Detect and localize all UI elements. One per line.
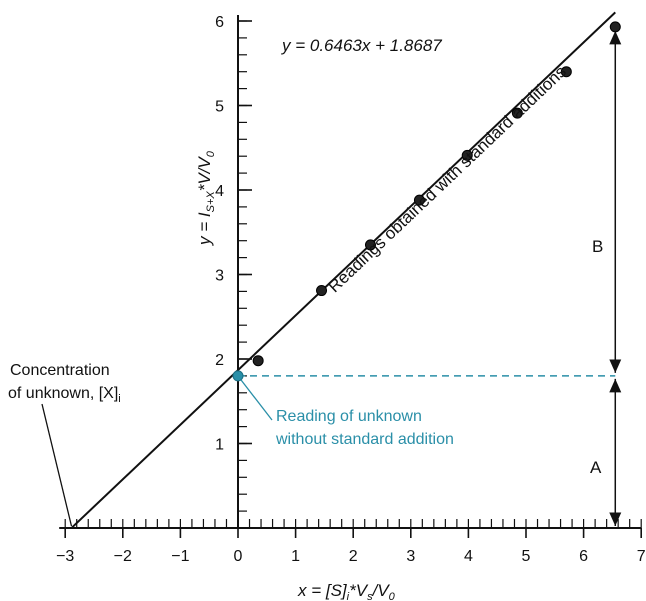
y-axis-title: y = IS+X*V/V0 — [195, 150, 217, 246]
data-point — [461, 149, 473, 161]
concentration-label-line-1: Concentration — [10, 362, 110, 379]
data-point — [511, 107, 523, 119]
fit-line-label: Readings obtained with standard addition… — [324, 62, 570, 296]
data-point — [609, 21, 621, 33]
concentration-label-pointer — [41, 403, 73, 527]
x-tick-label: 7 — [637, 548, 646, 565]
data-point — [413, 194, 425, 206]
y-tick-label: 6 — [215, 14, 224, 31]
x-tick-label: 2 — [349, 548, 358, 565]
y-ticks: 1 2 3 4 5 6 — [215, 14, 252, 454]
data-points — [252, 21, 621, 367]
x-axis-title: x = [S]i*Vs/V0 — [297, 581, 396, 601]
equation-label: y = 0.6463x + 1.8687 — [281, 36, 442, 55]
x-tick-label: 0 — [234, 548, 243, 565]
x-tick-label: 6 — [579, 548, 588, 565]
x-tick-label: −1 — [171, 548, 189, 565]
y-tick-label: 4 — [215, 183, 224, 200]
unknown-label-line-2: without standard addition — [275, 431, 454, 448]
fit-line — [70, 11, 616, 529]
x-tick-label: 3 — [406, 548, 415, 565]
x-tick-label: −3 — [56, 548, 74, 565]
x-ticks: −3 −2 −1 0 1 2 3 4 5 6 7 — [56, 528, 646, 565]
data-point — [364, 239, 376, 251]
x-tick-label: −2 — [114, 548, 132, 565]
segment-b-label: B — [592, 237, 603, 256]
unknown-label-pointer — [240, 379, 273, 421]
y-tick-label: 5 — [215, 99, 224, 116]
x-tick-label: 5 — [522, 548, 531, 565]
x-tick-label: 1 — [291, 548, 300, 565]
data-point — [316, 285, 328, 297]
unknown-reading-point — [232, 370, 244, 382]
segment-a-label: A — [590, 458, 602, 477]
x-tick-label: 4 — [464, 548, 473, 565]
unknown-label-line-1: Reading of unknown — [276, 408, 422, 425]
y-tick-label: 3 — [215, 268, 224, 285]
data-point — [560, 66, 572, 78]
data-point — [252, 355, 264, 367]
y-tick-label: 1 — [215, 437, 224, 454]
concentration-label-line-2: of unknown, [X]i — [8, 385, 121, 405]
y-tick-label: 2 — [215, 352, 224, 369]
